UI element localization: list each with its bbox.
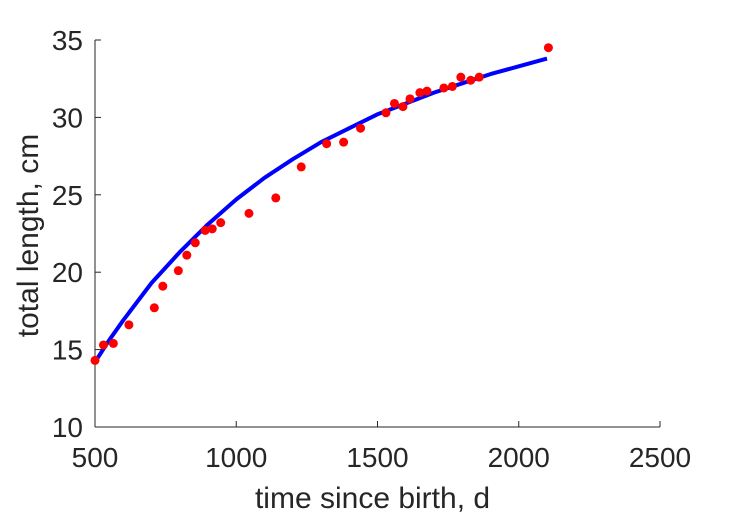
data-point [124, 320, 134, 330]
x-tick-label: 1000 [205, 442, 267, 473]
data-point [356, 123, 366, 133]
data-point [200, 225, 210, 235]
data-point [447, 81, 457, 91]
data-point [398, 102, 408, 112]
data-point [381, 108, 391, 118]
data-point [108, 338, 118, 348]
data-point [216, 218, 226, 228]
plot-area: 500 1000 1500 2000 2500 10 15 20 25 30 35 [52, 25, 691, 473]
y-axis-ticks: 10 15 20 25 30 35 [52, 25, 101, 443]
data-point [182, 250, 192, 260]
data-point [339, 137, 349, 147]
y-tick-label: 20 [52, 257, 83, 288]
data-point [415, 88, 425, 98]
data-point [271, 193, 281, 203]
x-axis-label: time since birth, d [255, 482, 490, 515]
data-point [405, 94, 415, 104]
data-point [466, 75, 476, 85]
data-point [90, 355, 100, 365]
data-point [98, 340, 108, 350]
data-point [474, 72, 484, 82]
data-point [190, 238, 200, 248]
x-tick-label: 2000 [488, 442, 550, 473]
x-tick-label: 2500 [629, 442, 691, 473]
x-tick-label: 1500 [346, 442, 408, 473]
y-tick-label: 30 [52, 102, 83, 133]
data-point [422, 86, 432, 96]
y-tick-label: 15 [52, 335, 83, 366]
data-point [322, 139, 332, 149]
y-tick-label: 10 [52, 412, 83, 443]
x-axis-ticks: 500 1000 1500 2000 2500 [72, 421, 691, 473]
data-point [389, 98, 399, 108]
data-point [456, 72, 466, 82]
data-point [149, 303, 159, 313]
data-point [244, 208, 254, 218]
data-point [439, 83, 449, 93]
data-point [158, 281, 168, 291]
series-layer [90, 43, 553, 365]
y-tick-label: 35 [52, 25, 83, 56]
data-point [543, 43, 553, 53]
fit-curve [93, 56, 548, 364]
y-tick-label: 25 [52, 180, 83, 211]
y-axis-label: total length, cm [12, 134, 45, 337]
x-tick-label: 500 [72, 442, 119, 473]
data-point [296, 162, 306, 172]
data-point [173, 266, 183, 276]
data-point [207, 224, 217, 234]
